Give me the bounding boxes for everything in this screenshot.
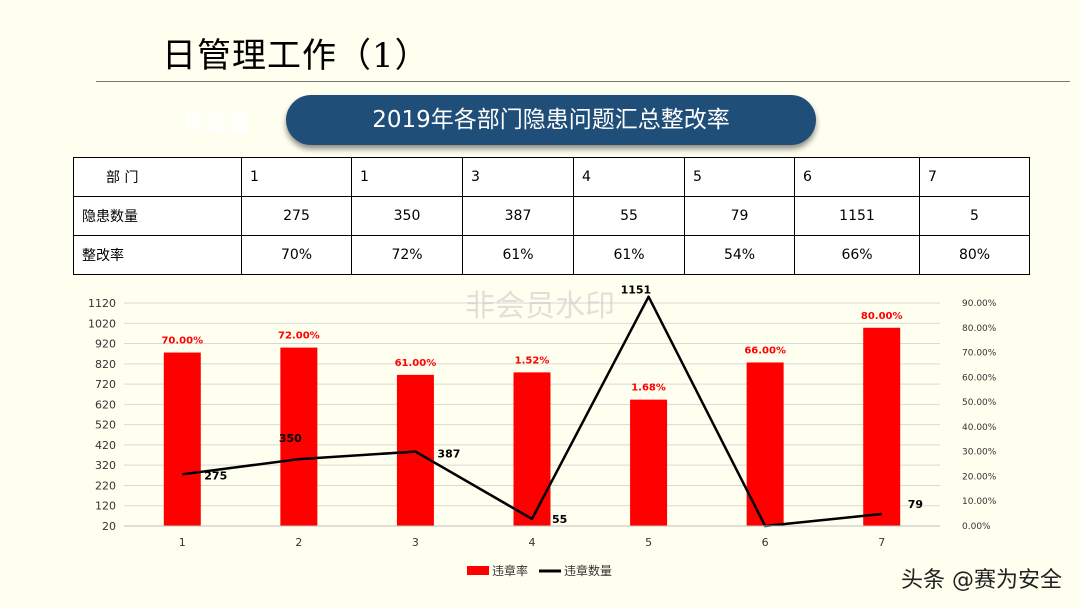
table-cell: 61%	[573, 235, 685, 275]
x-axis-tick-label: 2	[295, 536, 302, 549]
bar	[163, 352, 201, 526]
table-cell: 275	[241, 196, 352, 236]
right-axis-tick-label: 0.00%	[962, 522, 991, 532]
corner-watermark: 头条 @赛为安全	[901, 568, 1062, 593]
line-data-label: 55	[552, 513, 567, 526]
bar-data-label: 61.00%	[395, 358, 437, 369]
legend-swatch-bar	[467, 566, 489, 575]
table-cell: 350	[351, 196, 463, 236]
table-header-cell: 4	[573, 157, 685, 197]
bar-data-label: 1.68%	[631, 383, 666, 394]
left-axis-tick-label: 520	[95, 419, 116, 432]
x-axis-tick-label: 6	[762, 536, 769, 549]
right-axis-tick-label: 20.00%	[962, 472, 997, 482]
left-axis-tick-label: 320	[95, 459, 116, 472]
right-axis-tick-label: 10.00%	[962, 497, 997, 507]
bar-data-label: 66.00%	[744, 345, 786, 356]
left-axis-tick-label: 220	[95, 479, 116, 492]
x-axis-tick-label: 3	[412, 536, 419, 549]
bar	[863, 327, 901, 526]
right-axis-tick-label: 70.00%	[962, 349, 997, 359]
table-row-rectification-rate: 整改率 70% 72% 61% 61% 54% 66% 80%	[73, 235, 1030, 275]
table-cell: 整改率	[73, 235, 242, 275]
right-axis-tick-label: 60.00%	[962, 373, 997, 383]
left-axis-tick-label: 1120	[88, 297, 116, 310]
bar	[630, 399, 668, 526]
x-axis-tick-label: 5	[645, 536, 652, 549]
left-axis-tick-label: 1020	[88, 317, 116, 330]
table-header-cell: 3	[462, 157, 574, 197]
right-axis-tick-label: 30.00%	[962, 448, 997, 458]
x-axis-tick-label: 1	[179, 536, 186, 549]
table-cell: 72%	[351, 235, 463, 275]
table-cell: 79	[684, 196, 795, 236]
bar-data-label: 70.00%	[161, 336, 203, 347]
line-data-label: 275	[204, 469, 227, 482]
line-data-label: 350	[279, 432, 302, 445]
title-divider	[96, 81, 1070, 82]
table-header-row: 部 门 1 1 3 4 5 6 7	[73, 157, 1030, 197]
x-axis-tick-label: 4	[529, 536, 536, 549]
table-cell: 54%	[684, 235, 795, 275]
legend-label: 违章率	[492, 563, 528, 578]
axes: 20 120 220 320 420 520 620 720 820 920 1020 1120 0.0…	[88, 297, 997, 549]
table-cell: 1151	[794, 196, 920, 236]
table-row-hazard-count: 隐患数量 275 350 387 55 79 1151 5	[73, 196, 1030, 236]
line-data-label: 1151	[621, 284, 652, 297]
left-axis-tick-label: 120	[95, 500, 116, 513]
line-data-label: 387	[437, 448, 460, 461]
table-header-cell: 6	[794, 157, 920, 197]
line-data-label: 79	[908, 498, 923, 511]
legend: 违章率 违章数量	[467, 563, 612, 578]
data-labels: 70.00% 72.00% 61.00% 1.52% 1.68% 66.00% 80.00%…	[161, 284, 923, 526]
bar-data-label: 72.00%	[278, 331, 320, 342]
chart-banner-title: 2019年各部门隐患问题汇总整改率	[286, 95, 816, 145]
table-cell: 55	[573, 196, 685, 236]
table-header-cell: 7	[919, 157, 1030, 197]
table-header-cell: 1	[351, 157, 463, 197]
left-axis-tick-label: 920	[95, 338, 116, 351]
table-cell: 387	[462, 196, 574, 236]
table-cell: 80%	[919, 235, 1030, 275]
bar	[746, 362, 784, 526]
bar-series	[163, 327, 901, 526]
right-axis-tick-label: 40.00%	[962, 423, 997, 433]
left-axis-tick-label: 820	[95, 358, 116, 371]
bar-data-label: 1.52%	[515, 355, 550, 366]
table-cell: 66%	[794, 235, 920, 275]
right-axis-tick-label: 90.00%	[962, 299, 997, 309]
left-axis-tick-label: 20	[102, 520, 116, 533]
table-cell: 5	[919, 196, 1030, 236]
table-cell: 70%	[241, 235, 352, 275]
bar	[513, 372, 551, 526]
bar-data-label: 80.00%	[861, 311, 903, 322]
summary-table: 部 门 1 1 3 4 5 6 7 隐患数量 275 350 387 55 79…	[73, 157, 1030, 275]
bar	[280, 347, 318, 526]
center-watermark: 非会员水印	[465, 289, 615, 324]
slide-title: 日管理工作（1）	[162, 36, 430, 76]
ghost-label: 检查量	[184, 112, 251, 137]
x-axis-tick-label: 7	[878, 536, 885, 549]
left-axis-tick-label: 420	[95, 439, 116, 452]
right-axis-tick-label: 50.00%	[962, 398, 997, 408]
table-cell: 隐患数量	[73, 196, 242, 236]
left-axis-tick-label: 720	[95, 378, 116, 391]
legend-label: 违章数量	[564, 563, 612, 578]
left-axis-tick-label: 620	[95, 398, 116, 411]
right-axis-tick-label: 80.00%	[962, 324, 997, 334]
